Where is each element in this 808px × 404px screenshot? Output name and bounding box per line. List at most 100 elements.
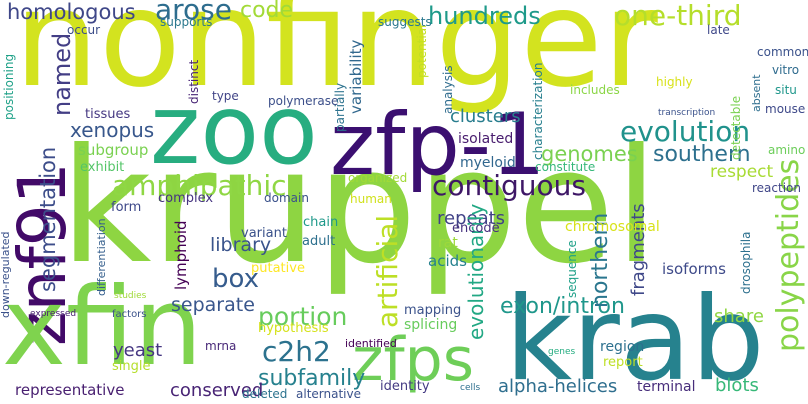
word-zfps: zfps <box>352 325 474 395</box>
word-amino: amino <box>768 143 806 157</box>
word-amphipathic: amphipathic <box>112 169 287 202</box>
word-alpha-helices: alpha-helices <box>498 376 618 397</box>
word-distinct: distinct <box>187 59 201 104</box>
word-share: share <box>714 306 764 327</box>
word-zoo: zoo <box>150 74 318 186</box>
word-occur: occur <box>67 23 101 37</box>
word-xenopus: xenopus <box>70 118 155 142</box>
word-polymerase: polymerase <box>268 94 339 108</box>
word-subfamily: subfamily <box>258 366 366 391</box>
word-krab: krab <box>505 272 765 404</box>
word-southern: southern <box>653 142 751 167</box>
word-acids: acids <box>428 252 467 270</box>
word-sequence: sequence <box>565 240 579 298</box>
word-detectable: detectable <box>729 95 743 160</box>
word-vitro: vitro <box>772 63 800 77</box>
word-chromosomal: chromosomal <box>565 219 660 235</box>
word-suggests: suggests <box>378 15 432 29</box>
word-c2h2: c2h2 <box>262 335 331 368</box>
word-encode: encode <box>452 221 500 236</box>
word-genomes: genomes <box>541 142 638 166</box>
word-partially: partially <box>333 82 347 132</box>
word-late: late <box>707 23 730 37</box>
word-supports: supports <box>160 15 213 29</box>
word-genes: genes <box>548 347 576 357</box>
word-constitute: constitute <box>535 160 596 174</box>
word-human: human <box>350 192 392 206</box>
word-code: code <box>240 0 294 23</box>
word-situ: situ <box>775 83 797 97</box>
word-absent: absent <box>750 74 763 112</box>
word-zfp-1: zfp-1 <box>330 95 546 195</box>
word-chain: chain <box>303 215 339 230</box>
word-exon-intron: exon/intron <box>500 294 625 319</box>
word-cells: cells <box>460 383 481 393</box>
word-kruppel: kruppel <box>60 115 659 299</box>
word-type: type <box>212 89 239 103</box>
word-separate: separate <box>171 294 255 316</box>
word-region: region <box>600 339 645 355</box>
word-identified: identified <box>345 337 397 350</box>
word-report: report <box>603 355 643 370</box>
word-segmentation: segmentation <box>36 146 60 292</box>
word-repeats: repeats <box>437 208 506 229</box>
word-box: box <box>212 264 259 294</box>
word-conserved: conserved <box>170 380 264 401</box>
word-adult: adult <box>302 234 336 249</box>
word-contiguous: contiguous <box>432 169 587 202</box>
word-one-third: one-third <box>614 0 742 32</box>
word-arose: arose <box>155 0 232 26</box>
word-evolution: evolution <box>620 115 751 148</box>
word-differentiation: differentiation <box>95 218 108 296</box>
word-terminal: terminal <box>637 379 696 395</box>
word-domain: domain <box>264 191 309 205</box>
word-single: single <box>112 359 151 374</box>
word-reaction: reaction <box>752 181 801 195</box>
word-drosophila: drosophila <box>739 231 753 294</box>
word-nonfinger: nonfinger <box>14 0 658 117</box>
word-includes: includes <box>570 83 620 97</box>
word-fragments: fragments <box>628 203 649 296</box>
word-identity: identity <box>380 379 430 394</box>
word-blots: blots <box>715 375 759 396</box>
word-complex: complex <box>158 191 214 206</box>
word-positioning: positioning <box>2 53 16 120</box>
word-potential: potential <box>415 24 429 78</box>
word-portion: portion <box>258 302 348 331</box>
word-hypothesis: hypothesis <box>258 321 329 336</box>
word-highly: highly <box>656 75 693 89</box>
word-library: library <box>210 234 272 256</box>
word-form: form <box>111 200 142 215</box>
word-splicing: splicing <box>404 317 458 333</box>
word-analysis: analysis <box>441 65 455 114</box>
word-rat: rat <box>438 235 458 251</box>
word-mrna: mrna <box>205 339 237 353</box>
word-mapping: mapping <box>404 303 462 318</box>
word-isolated: isolated <box>458 131 514 147</box>
word-artificial: artificial <box>371 214 404 328</box>
word-variant: variant <box>241 226 287 241</box>
word-mouse: mouse <box>765 102 806 116</box>
word-clusters: clusters <box>450 106 521 127</box>
word-transcription: transcription <box>658 108 716 118</box>
word-xfin: xfin <box>2 265 203 390</box>
word-variability: variability <box>347 39 365 114</box>
word-yeast: yeast <box>113 340 163 361</box>
word-organized: organized <box>348 171 408 185</box>
word-hundreds: hundreds <box>428 2 541 30</box>
word-putative: putative <box>251 261 305 276</box>
word-homologous: homologous <box>7 0 136 24</box>
word-exhibit: exhibit <box>80 160 125 175</box>
word-myeloid: myeloid <box>460 155 516 171</box>
word-isoforms: isoforms <box>662 260 726 278</box>
word-factors: factors <box>112 309 147 320</box>
word-tissues: tissues <box>85 107 131 122</box>
word-representative: representative <box>15 381 125 399</box>
word-characterization: characterization <box>531 62 545 160</box>
word-common: common <box>757 45 808 59</box>
word-alternative: alternative <box>296 387 361 401</box>
word-subgroup: subgroup <box>78 141 149 159</box>
word-respect: respect <box>710 162 774 182</box>
word-down-regulated: down-regulated <box>0 231 12 318</box>
